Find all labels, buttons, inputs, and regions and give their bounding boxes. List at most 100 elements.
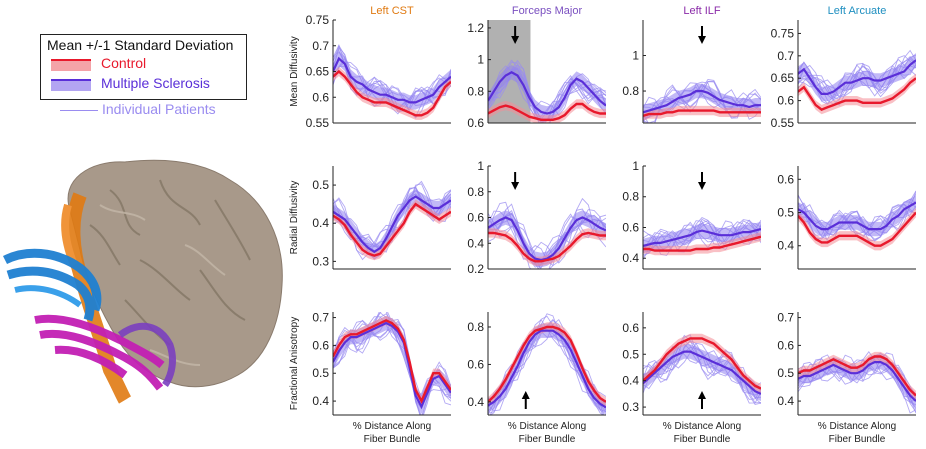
up-arrow-icon: [698, 391, 706, 409]
individual-patient-line: [798, 358, 916, 414]
y-tick-label: 1: [477, 53, 484, 67]
panel-r1-c2: 0.4 0.6 0.8 1: [622, 159, 761, 270]
ms-mean-line: [488, 71, 606, 115]
individual-patient-line: [643, 217, 761, 261]
down-arrow-icon: [511, 26, 520, 44]
y-tick-label: 0.75: [306, 13, 330, 27]
control-mean-line: [798, 355, 916, 397]
y-tick-label: 0.6: [312, 90, 329, 104]
y-tick-label: 0.6: [312, 338, 329, 352]
legend: Mean +/-1 Standard Deviation Control Mul…: [40, 34, 247, 100]
panel-r1-c3: 0.4 0.5 0.6: [777, 166, 916, 270]
control-mean-line: [643, 337, 761, 390]
y-tick-label: 1: [632, 159, 639, 173]
arrow-head: [521, 391, 530, 399]
y-tick-label: 0.65: [771, 71, 795, 85]
panel-plot-area-r2-c2: [643, 333, 761, 406]
y-tick-label: 1: [632, 49, 639, 63]
ms-mean-line: [488, 329, 606, 409]
panel-r2-c2: 0.3 0.4 0.5 0.6 % Distance Along Fiber Bundle: [622, 312, 761, 445]
individual-patient-line: [333, 57, 451, 118]
panel-r0-c2: 0.81: [622, 20, 761, 124]
ilf-bundle: [34, 314, 165, 391]
control-mean-line: [333, 202, 451, 257]
panel-r0-c3: 0.55 0.6 0.65 0.7 0.75: [771, 20, 916, 130]
x-axis-label-line1: % Distance Along: [818, 421, 896, 432]
y-tick-label: 0.7: [777, 49, 794, 63]
forceps-bundle: [2, 248, 102, 322]
x-axis-label-line1: % Distance Along: [508, 421, 586, 432]
ms-std-band: [643, 344, 761, 402]
y-tick-label: 0.5: [777, 366, 794, 380]
control-std-band: [798, 207, 916, 251]
x-axis-label-line1: % Distance Along: [353, 421, 431, 432]
y-tick-label: 0.4: [467, 395, 484, 409]
y-tick-label: 0.4: [312, 216, 329, 230]
y-tick-label: 0.55: [306, 116, 330, 130]
panel-r2-c1: 0.4 0.6 0.8 % Distance Along Fiber Bundle: [467, 312, 606, 445]
control-mean-line: [798, 211, 916, 247]
panel-plot-area-r1-c3: [798, 190, 916, 251]
y-tick-label: 0.8: [467, 185, 484, 199]
y-tick-label: 0.6: [777, 94, 794, 108]
panel-plot-area-r0-c3: [798, 49, 916, 115]
control-mean-line: [488, 325, 606, 403]
ms-mean-line: [333, 321, 451, 410]
control-legend-label: Control: [101, 55, 147, 71]
control-std-band: [643, 105, 761, 121]
control-mean-line: [643, 235, 761, 252]
individual-patient-line: [488, 64, 606, 123]
panel-plot-area-r1-c1: [488, 197, 606, 269]
y-tick-label: 0.6: [622, 220, 639, 234]
ms-std-band: [488, 323, 606, 415]
column-title-1: Forceps Major: [512, 5, 583, 17]
panel-r0-c1: 0.6 0.8 1 1.2: [467, 20, 606, 130]
y-tick-label: 0.2: [467, 262, 484, 276]
y-tick-label: 0.5: [312, 178, 329, 192]
y-tick-label: 0.6: [777, 172, 794, 186]
down-arrow-icon: [698, 172, 706, 190]
y-tick-label: 0.6: [622, 321, 639, 335]
y-tick-label: 0.3: [312, 254, 329, 268]
y-tick-label: 0.65: [306, 65, 330, 79]
row-ylabel-1: Radial Diffusivity: [289, 181, 300, 255]
column-title-3: Left Arcuate: [828, 5, 887, 17]
arcuate-bundle: [117, 322, 176, 388]
ms-mean-line: [643, 227, 761, 247]
down-arrow-icon: [698, 26, 706, 44]
ms-mean-line: [333, 195, 451, 254]
control-legend-swatch: [51, 59, 91, 71]
control-std-band: [798, 73, 916, 115]
ms-legend-swatch: [51, 79, 91, 91]
y-tick-label: 0.6: [467, 116, 484, 130]
ms-mean-line: [798, 361, 916, 402]
control-std-band: [488, 322, 606, 407]
individual-patient-line: [333, 316, 451, 400]
y-tick-label: 0.7: [777, 311, 794, 325]
panel-plot-area-r0-c1: [488, 20, 606, 123]
y-tick-label: 0.4: [467, 236, 484, 250]
y-tick-label: 0.55: [771, 116, 795, 130]
x-axis-label-line2: Fiber Bundle: [519, 434, 576, 445]
arrow-head: [698, 182, 706, 190]
y-tick-label: 0.8: [622, 190, 639, 204]
y-tick-label: 1: [477, 159, 484, 173]
individual-legend-label: Individual Patients: [102, 101, 216, 117]
down-arrow-icon: [511, 172, 520, 190]
arrow-head: [698, 391, 706, 399]
individual-patient-line: [798, 204, 916, 240]
row-ylabel-2: Fractional Anisotropy: [289, 317, 300, 410]
ms-mean-line: [488, 216, 606, 262]
y-tick-label: 0.6: [467, 357, 484, 371]
panel-r0-c0: 0.55 0.6 0.65 0.7 0.75: [306, 13, 451, 130]
ms-std-band: [798, 354, 916, 409]
column-title-2: Left ILF: [683, 5, 721, 17]
individual-patient-line: [798, 58, 916, 105]
y-tick-label: 0.5: [622, 347, 639, 361]
control-mean-line: [488, 231, 606, 263]
y-tick-label: 0.7: [312, 311, 329, 325]
y-tick-label: 0.7: [312, 39, 329, 53]
ms-mean-line: [798, 201, 916, 231]
control-mean-line: [798, 77, 916, 111]
